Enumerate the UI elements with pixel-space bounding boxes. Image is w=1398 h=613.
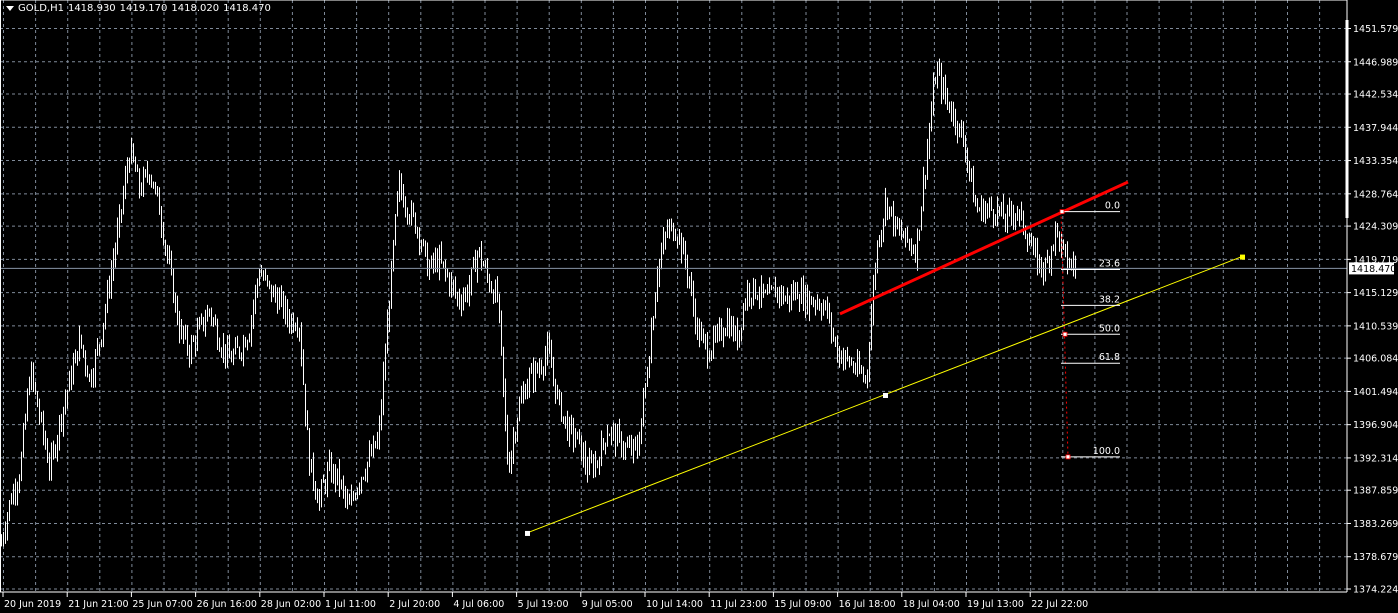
price-axis-label: 1383.269: [1353, 519, 1398, 530]
time-axis-label: 22 Jul 22:00: [1031, 599, 1088, 610]
fibonacci-level-label: 61.8: [1099, 352, 1120, 363]
trendline-anchor-handle[interactable]: [883, 392, 888, 398]
price-axis-label: 1374.224: [1353, 585, 1398, 596]
time-axis-label: 2 Jul 20:00: [389, 599, 440, 610]
fibonacci-anchor-handle[interactable]: [1059, 209, 1065, 215]
symbol-label: GOLD,H1: [18, 3, 64, 14]
trendline-anchor-handle[interactable]: [1240, 254, 1245, 260]
chart-header: GOLD,H1 1418.930 1419.170 1418.020 1418.…: [6, 3, 271, 14]
fibonacci-anchor-handle[interactable]: [1062, 331, 1068, 337]
fibonacci-level-label: 100.0: [1093, 446, 1120, 457]
fibonacci-level-label: 23.6: [1099, 259, 1120, 270]
time-axis-label: 9 Jul 05:00: [582, 599, 633, 610]
current-price-box: [1349, 262, 1394, 275]
price-axis-label: 1415.129: [1353, 288, 1398, 299]
fibonacci-trend-line[interactable]: [1060, 211, 1069, 457]
price-axis-label: 1406.084: [1353, 354, 1398, 365]
fibonacci-level-label: 38.2: [1099, 294, 1120, 305]
price-axis-label: 1410.539: [1353, 321, 1398, 332]
time-axis-label: 21 Jun 21:00: [68, 599, 128, 610]
grid: [0, 0, 1347, 592]
time-axis-label: 28 Jun 02:00: [261, 599, 321, 610]
price-axis-label: 1378.679: [1353, 552, 1398, 563]
price-axis-label: 1433.354: [1353, 156, 1398, 167]
time-axis-label: 15 Jul 09:00: [774, 599, 831, 610]
price-axis-label: 1451.579: [1353, 24, 1398, 35]
high-value: 1419.170: [119, 3, 168, 14]
fibonacci-level-label: 50.0: [1099, 323, 1120, 334]
time-axis-label: 19 Jul 13:00: [967, 599, 1024, 610]
open-value: 1418.930: [67, 3, 116, 14]
price-axis-label: 1424.309: [1353, 222, 1398, 233]
time-axis-label: 10 Jul 14:00: [646, 599, 703, 610]
low-value: 1418.020: [171, 3, 220, 14]
price-axis-label: 1392.314: [1353, 453, 1398, 464]
fibonacci-anchor-handle[interactable]: [1065, 454, 1071, 460]
price-bars: [1, 58, 1076, 547]
price-axis-label: 1446.989: [1353, 57, 1398, 68]
price-axis-label: 1396.904: [1353, 420, 1398, 431]
price-axis-label: 1387.859: [1353, 486, 1398, 497]
time-axis-label: 11 Jul 23:00: [710, 599, 767, 610]
time-axis-label: 16 Jul 18:00: [839, 599, 896, 610]
price-axis-label: 1437.944: [1353, 123, 1398, 134]
price-axis-label: 1401.494: [1353, 387, 1398, 398]
price-axis-label: 1442.534: [1353, 90, 1398, 101]
time-axis-label: 1 Jul 11:00: [325, 599, 376, 610]
price-axis-label: 1419.719: [1353, 255, 1398, 266]
chart-objects[interactable]: 0.0 23.6 38.2 50.0 61.8 100.0: [525, 180, 1245, 536]
time-axis-label: 26 Jun 16:00: [197, 599, 257, 610]
close-value: 1418.470: [223, 3, 271, 14]
price-axis-label: 1428.764: [1353, 189, 1398, 200]
current-price-label: 1418.470: [1351, 264, 1396, 275]
time-axis-label: 4 Jul 06:00: [453, 599, 504, 610]
fibonacci-level-label: 0.0: [1105, 201, 1120, 212]
trendline-anchor-handle[interactable]: [525, 530, 530, 536]
time-axis-label: 5 Jul 19:00: [518, 599, 569, 610]
time-axis-label: 20 Jun 2019: [4, 599, 61, 610]
triangle-down-icon[interactable]: [6, 6, 14, 11]
time-axis-label: 25 Jun 07:00: [132, 599, 192, 610]
time-axis-label: 18 Jul 04:00: [903, 599, 960, 610]
red-trendline[interactable]: [839, 180, 1129, 316]
